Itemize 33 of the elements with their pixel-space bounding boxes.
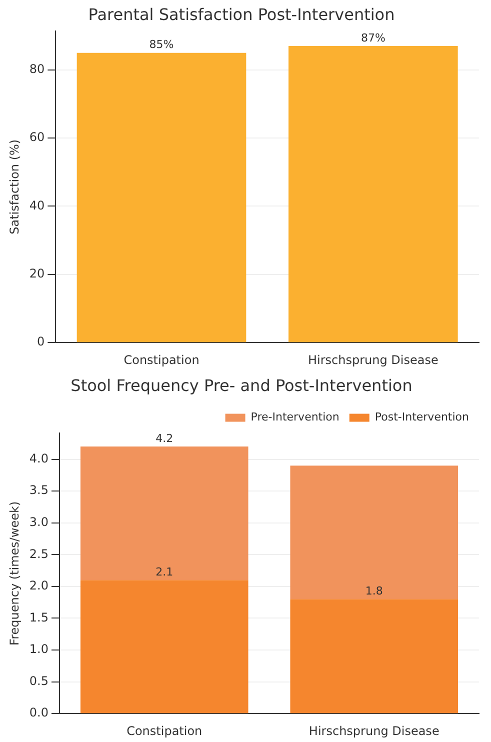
y-tick-label: 1.5: [29, 610, 48, 624]
x-tick-label: Hirschsprung Disease: [308, 352, 438, 367]
y-tick-label: 3.5: [29, 483, 48, 498]
y-tick-label: 2.5: [29, 546, 48, 561]
chart-title: Stool Frequency Pre- and Post-Intervention: [70, 376, 412, 395]
y-tick-label: 4.0: [29, 451, 48, 466]
y-tick-label: 1.0: [29, 642, 48, 656]
bar: [80, 446, 248, 580]
y-tick-label: 2.0: [29, 578, 48, 593]
x-tick-label: Constipation: [124, 352, 200, 367]
data-label: 2.1: [156, 565, 174, 578]
y-axis-title: Satisfaction (%): [7, 139, 22, 234]
chart-title: Parental Satisfaction Post-Intervention: [88, 4, 395, 24]
x-tick-label: Constipation: [126, 724, 202, 738]
legend-label: Post-Intervention: [374, 410, 470, 424]
data-label: 1.8: [365, 584, 383, 598]
y-tick-label: 20: [29, 266, 45, 281]
x-tick-label: Hirschsprung Disease: [308, 724, 440, 738]
y-tick-label: 60: [29, 130, 45, 144]
y-tick-label: 40: [29, 198, 45, 212]
data-label: 85%: [149, 38, 174, 52]
y-tick-label: 0: [37, 334, 45, 349]
y-tick-label: 3.0: [29, 514, 48, 529]
legend-label: Pre-Intervention: [250, 410, 340, 424]
total-label: 4.2: [156, 432, 174, 445]
y-tick-label: 80: [29, 62, 45, 76]
bar: [80, 580, 248, 714]
bar: [290, 466, 458, 600]
data-label: 87%: [360, 31, 386, 44]
y-axis-title: Frequency (times/week): [7, 501, 22, 646]
y-tick-label: 0.5: [29, 674, 48, 688]
y-tick-label: 0.0: [29, 706, 48, 720]
bar: [290, 599, 458, 714]
